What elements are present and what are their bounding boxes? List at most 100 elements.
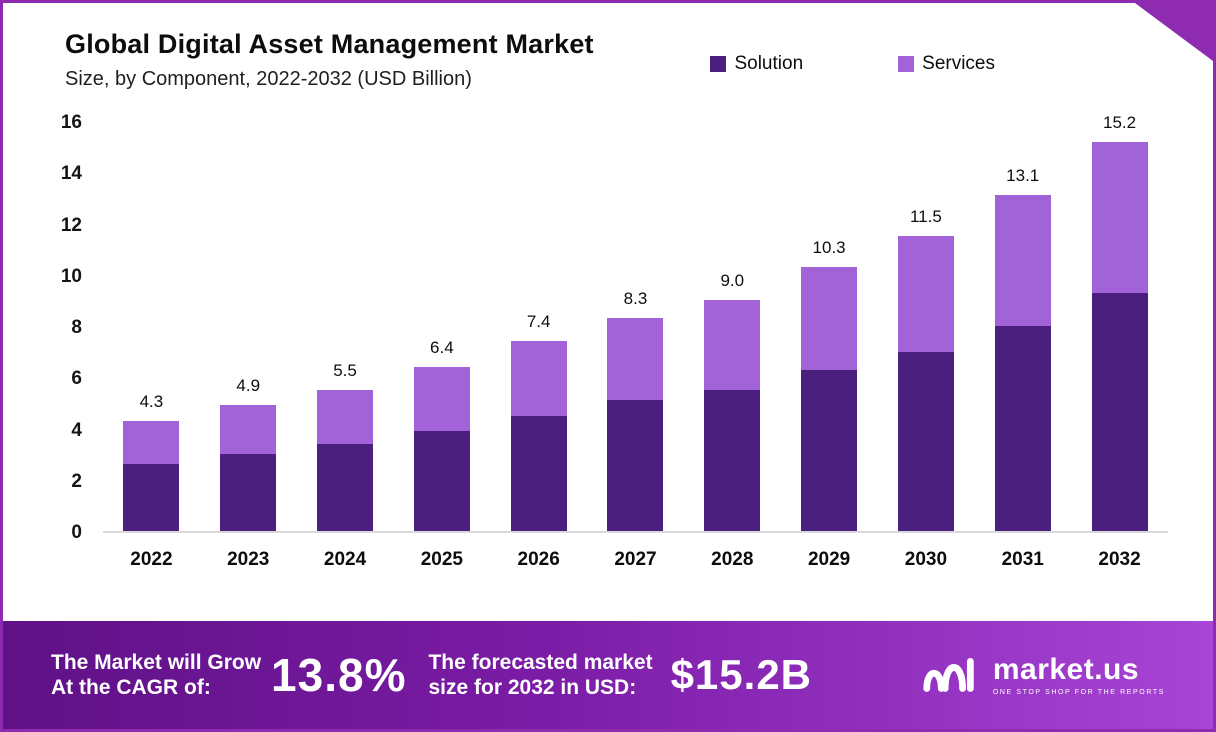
bar-segment-solution bbox=[607, 400, 664, 531]
bar-stack bbox=[317, 390, 374, 531]
chart-header: Global Digital Asset Management Market S… bbox=[3, 3, 1213, 91]
bar-segment-solution bbox=[801, 369, 858, 531]
bar-segment-services bbox=[413, 367, 470, 432]
bar-segment-solution bbox=[317, 443, 374, 531]
bar-total-label: 11.5 bbox=[909, 207, 942, 227]
bar-segment-services bbox=[704, 300, 761, 391]
bar-group-2027: 8.3 bbox=[607, 123, 664, 531]
bar-total-label: 13.1 bbox=[1006, 166, 1040, 186]
bar-stack bbox=[704, 300, 761, 531]
x-axis-label-2028: 2028 bbox=[711, 549, 754, 570]
bar-segment-solution bbox=[994, 326, 1051, 531]
x-axis-label-2022: 2022 bbox=[130, 549, 173, 570]
bar-group-2031: 13.1 bbox=[994, 123, 1051, 531]
bar-segment-services bbox=[220, 405, 277, 455]
forecast-label-line2: size for 2032 in USD: bbox=[428, 676, 637, 699]
y-tick-label: 4 bbox=[71, 419, 82, 441]
bar-segment-services bbox=[1091, 141, 1148, 293]
page-title: Global Digital Asset Management Market bbox=[65, 29, 594, 59]
bar-total-label: 6.4 bbox=[430, 338, 454, 357]
x-axis-label-2030: 2030 bbox=[904, 549, 948, 570]
bar-group-2029: 10.3 bbox=[801, 123, 858, 531]
y-tick-label: 12 bbox=[60, 214, 82, 236]
bar-group-2032: 15.2 bbox=[1091, 113, 1148, 531]
bar-total-label: 10.3 bbox=[812, 238, 846, 258]
bar-stack bbox=[1091, 141, 1148, 531]
page-subtitle: Size, by Component, 2022-2032 (USD Billi… bbox=[65, 68, 472, 90]
logo-tagline: ONE STOP SHOP FOR THE REPORTS bbox=[992, 688, 1165, 696]
logo-name: market.us bbox=[992, 652, 1140, 686]
marketus-logo-text: market.us ONE STOP SHOP FOR THE REPORTS bbox=[992, 652, 1165, 696]
bar-group-2030: 11.5 bbox=[897, 123, 954, 531]
chart-legend: Solution Services bbox=[710, 53, 995, 75]
x-axis-label-2024: 2024 bbox=[323, 549, 367, 570]
bar-stack bbox=[801, 267, 858, 531]
y-tick-label: 6 bbox=[71, 368, 82, 390]
bar-total-label: 9.0 bbox=[720, 271, 745, 291]
y-tick-label: 10 bbox=[60, 265, 82, 287]
bar-segment-services bbox=[801, 267, 858, 370]
bottom-banner: The Market will Grow At the CAGR of: 13.… bbox=[3, 621, 1213, 729]
bar-group-2026: 7.4 bbox=[510, 123, 567, 531]
bar-segment-services bbox=[994, 195, 1051, 326]
bar-stack bbox=[220, 405, 277, 531]
bar-total-label: 8.3 bbox=[623, 289, 648, 309]
legend-swatch-solution bbox=[710, 56, 727, 72]
bar-segment-solution bbox=[704, 390, 761, 531]
bar-segment-solution bbox=[1091, 292, 1148, 531]
x-axis-label-2023: 2023 bbox=[227, 549, 270, 570]
x-axis-label-2029: 2029 bbox=[807, 549, 851, 570]
corner-triangle-decoration bbox=[1135, 3, 1213, 61]
bar-segment-services bbox=[123, 420, 180, 465]
bar-stack bbox=[510, 341, 567, 531]
x-axis-label-2027: 2027 bbox=[614, 549, 657, 570]
bar-stack bbox=[897, 236, 954, 531]
stacked-bar-chart: 0 2 4 6 8 10 12 14 16 4.3 4.9 5.5 6.4 7.4 8.3 9.0 10.3 1… bbox=[33, 93, 1183, 598]
legend-label-services: Services bbox=[922, 53, 995, 74]
bar-segment-solution bbox=[510, 415, 567, 531]
bar-segment-solution bbox=[897, 351, 954, 531]
cagr-label-line2: At the CAGR of: bbox=[51, 676, 211, 699]
legend-item-solution: Solution bbox=[710, 53, 803, 75]
y-tick-label: 8 bbox=[71, 317, 82, 338]
legend-item-services: Services bbox=[898, 53, 995, 75]
bar-segment-solution bbox=[413, 431, 470, 531]
bar-total-label: 4.9 bbox=[236, 376, 261, 396]
cagr-label-line1: The Market will Grow bbox=[51, 650, 262, 674]
forecast-label-line1: The forecasted market bbox=[428, 650, 653, 674]
bar-total-label: 15.2 bbox=[1102, 112, 1137, 132]
cagr-value: 13.8% bbox=[271, 649, 407, 701]
bar-group-2025: 6.4 bbox=[413, 123, 470, 531]
y-tick-label: 2 bbox=[71, 470, 82, 492]
x-axis-label-2031: 2031 bbox=[1001, 549, 1044, 570]
marketus-logo: market.us ONE STOP SHOP FOR THE REPORTS bbox=[919, 649, 1165, 702]
x-axis: 2022 2023 2024 2025 2026 2027 2028 2029 2030 2031… bbox=[103, 549, 1168, 571]
x-axis-label-2025: 2025 bbox=[420, 549, 463, 570]
bar-group-2023: 4.9 bbox=[220, 123, 277, 531]
bar-group-2022: 4.3 bbox=[123, 123, 180, 531]
legend-label-solution: Solution bbox=[734, 53, 804, 74]
x-axis-label-2032: 2032 bbox=[1098, 549, 1141, 570]
bar-segment-services bbox=[317, 390, 374, 444]
legend-swatch-services bbox=[898, 56, 915, 72]
bar-segment-solution bbox=[220, 454, 277, 531]
bar-segment-services bbox=[510, 341, 567, 416]
bar-total-label: 4.3 bbox=[139, 391, 164, 411]
forecast-label: The forecasted market size for 2032 in U… bbox=[428, 650, 652, 700]
bar-total-label: 7.4 bbox=[526, 312, 551, 332]
plot-area: 4.3 4.9 5.5 6.4 7.4 8.3 9.0 10.3 11.5 13.1 15.2 bbox=[103, 113, 1168, 533]
y-axis: 0 2 4 6 8 10 12 14 16 bbox=[33, 112, 88, 543]
bar-stack bbox=[607, 318, 664, 531]
y-tick-label: 14 bbox=[60, 163, 82, 185]
bar-stack bbox=[413, 367, 470, 531]
y-tick-label: 16 bbox=[60, 112, 82, 133]
cagr-label: The Market will Grow At the CAGR of: bbox=[51, 650, 261, 700]
bar-stack bbox=[994, 195, 1051, 531]
bar-segment-services bbox=[897, 236, 954, 352]
marketus-logo-icon bbox=[919, 649, 981, 702]
bar-group-2028: 9.0 bbox=[704, 123, 761, 531]
forecast-value: $15.2B bbox=[670, 651, 813, 698]
bar-group-2024: 5.5 bbox=[317, 123, 374, 531]
bar-segment-services bbox=[607, 318, 664, 401]
